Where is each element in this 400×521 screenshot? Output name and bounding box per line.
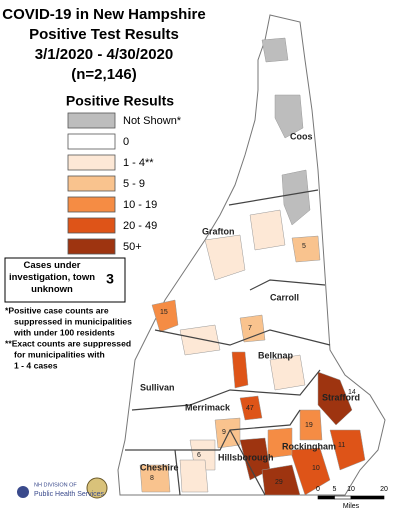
- town-region: [179, 459, 209, 493]
- legend-label: 0: [123, 136, 129, 148]
- unknown-label: Cases under investigation, town unknown: [8, 260, 96, 295]
- town-region: [139, 464, 171, 493]
- town-region: [299, 409, 323, 441]
- legend-swatch: [67, 175, 116, 192]
- town-count: 47: [246, 405, 254, 412]
- town-region: [329, 429, 366, 471]
- town-count: 9: [222, 429, 226, 436]
- legend: Positive Results Not Shown* 0 1 - 4** 5 - 9 1…: [66, 93, 182, 255]
- town-count: 10: [312, 465, 320, 472]
- legend-label: Not Shown*: [123, 115, 182, 127]
- county-label: Sullivan: [140, 382, 175, 392]
- town-region: [239, 314, 266, 343]
- legend-swatch: [67, 217, 116, 234]
- scale-bar: 0 5 10 20 Miles: [316, 486, 388, 510]
- legend-swatch: [67, 196, 116, 213]
- town-count: 5: [302, 243, 306, 250]
- scale-label: 5: [333, 486, 337, 493]
- town-count: 14: [348, 389, 356, 396]
- county-label: Carroll: [270, 292, 299, 302]
- scale-label: 20: [380, 486, 388, 493]
- note-line: for municipalities with: [14, 349, 105, 359]
- title-line: Positive Test Results: [29, 26, 179, 43]
- legend-swatch: [67, 133, 116, 150]
- title-block: COVID-19 in New Hampshire Positive Test R…: [2, 6, 205, 83]
- town-count: 19: [305, 422, 313, 429]
- dhhs-logo: [17, 486, 29, 498]
- town-region: [267, 427, 293, 459]
- town-region: [249, 209, 286, 251]
- county-label: Strafford: [322, 392, 360, 402]
- town-region: [151, 299, 179, 333]
- town-region: [281, 169, 311, 226]
- county-label: Belknap: [258, 350, 294, 360]
- county-label: Rockingham: [282, 441, 336, 451]
- county-label: Grafton: [202, 226, 235, 236]
- note-line: with under 100 residents: [13, 327, 115, 337]
- scale-segment: [334, 495, 352, 500]
- town-region: [179, 324, 221, 356]
- state-seal: [86, 477, 108, 499]
- town-region: [317, 371, 353, 426]
- unknown-box: [4, 257, 126, 303]
- scale-segment: [317, 495, 335, 500]
- legend-swatch: [67, 112, 116, 129]
- legend-label: 10 - 19: [123, 199, 157, 211]
- state-outline: [117, 14, 386, 496]
- title-line: 3/1/2020 - 4/30/2020: [35, 46, 173, 63]
- scale-label: 0: [316, 486, 320, 493]
- town-region: [214, 417, 241, 449]
- legend-swatch: [67, 238, 116, 255]
- scale-unit: Miles: [343, 503, 360, 510]
- legend-title: Positive Results: [66, 93, 174, 109]
- legend-label: 20 - 49: [123, 220, 157, 232]
- town-count: 7: [248, 325, 252, 332]
- legend-swatch: [67, 154, 116, 171]
- legend-label: 1 - 4**: [123, 157, 154, 169]
- title-line: (n=2,146): [71, 66, 136, 83]
- town-region: [274, 94, 304, 139]
- note-line: suppressed in municipalities: [14, 316, 132, 326]
- town-region: [291, 235, 321, 263]
- town-region: [239, 395, 263, 421]
- town-count: 29: [275, 479, 283, 486]
- town-region: [289, 447, 331, 496]
- town-region: [269, 354, 306, 391]
- logo-line2: Public Health Services: [34, 491, 105, 498]
- scale-label: 10: [347, 486, 355, 493]
- county-label: Merrimack: [185, 402, 231, 412]
- county-label: Cheshire: [140, 462, 179, 472]
- county-label: Hillsborough: [218, 452, 274, 462]
- note-line: *Positive case counts are: [5, 305, 109, 315]
- town-count: 8: [150, 475, 154, 482]
- unknown-label-wrap: Cases under investigation, town unknown: [8, 260, 96, 295]
- town-region: [231, 351, 249, 389]
- town-region: [261, 37, 289, 63]
- town-count: 11: [338, 442, 345, 449]
- town-count: 6: [197, 452, 201, 459]
- county-label: Coos: [290, 131, 313, 141]
- note-line: **Exact counts are suppressed: [5, 338, 131, 348]
- legend-label: 5 - 9: [123, 178, 145, 190]
- legend-label: 50+: [123, 241, 142, 253]
- town-region: [261, 464, 301, 496]
- town-count: 15: [160, 309, 168, 316]
- title-line: COVID-19 in New Hampshire: [2, 6, 205, 23]
- note-line: 1 - 4 cases: [14, 360, 58, 370]
- town-region: [204, 234, 246, 281]
- logo-line1: NH DIVISION OF: [34, 482, 77, 488]
- unknown-value: 3: [106, 271, 114, 287]
- county-boundaries: [125, 189, 331, 496]
- town-regions: [139, 37, 366, 496]
- scale-segment: [350, 495, 385, 500]
